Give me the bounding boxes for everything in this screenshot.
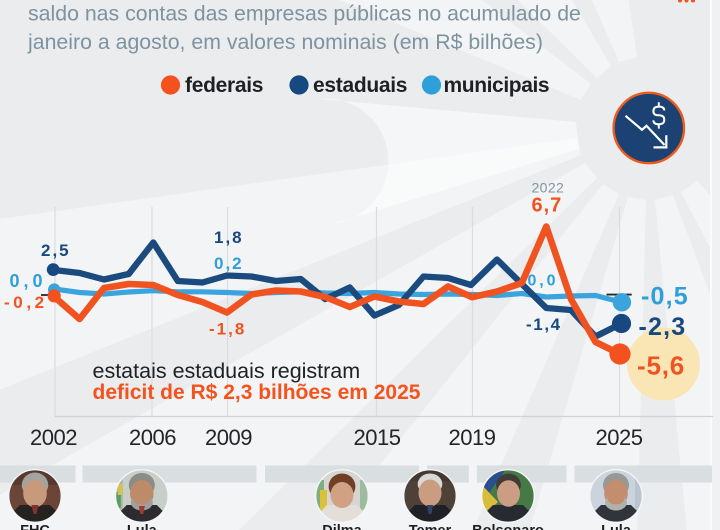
svg-text:0,0: 0,0 [528,273,559,290]
svg-text:-2,3: -2,3 [639,313,687,341]
svg-text:-1,8: -1,8 [209,320,246,339]
svg-text:-1,4: -1,4 [526,315,562,334]
svg-text:2006: 2006 [129,425,176,450]
svg-text:Temer: Temer [409,523,452,530]
svg-text:6,7: 6,7 [532,195,563,217]
svg-text:Dilma: Dilma [322,523,362,530]
svg-text:2015: 2015 [354,425,401,450]
svg-text:Lula: Lula [601,523,632,530]
svg-text:federais: federais [185,74,263,97]
svg-text:FHC: FHC [20,523,50,530]
svg-text:2019: 2019 [449,425,496,450]
svg-text:estatais estaduais registram: estatais estaduais registram [93,359,361,383]
svg-text:deficit de R$ 2,3 bilhões em 2: deficit de R$ 2,3 bilhões em 2025 [93,381,421,404]
svg-text:0,0: 0,0 [10,271,47,291]
svg-text:-5,6: -5,6 [637,351,685,381]
svg-text:0,2: 0,2 [214,254,244,273]
svg-text:2002: 2002 [30,425,77,450]
svg-text:-0,5: -0,5 [641,283,689,311]
svg-text:-0,2: -0,2 [4,293,48,312]
svg-text:2,5: 2,5 [41,241,71,260]
svg-text:estaduais: estaduais [313,74,407,97]
svg-text:saldo nas contas das empresas: saldo nas contas das empresas públicas n… [28,2,581,26]
svg-text:2022: 2022 [532,180,565,196]
svg-text:municipais: municipais [444,74,550,97]
svg-text:2025: 2025 [596,425,643,450]
svg-text:Lula: Lula [127,523,158,530]
svg-text:janeiro a agosto, em valores n: janeiro a agosto, em valores nominais (e… [27,30,543,54]
svg-text:2009: 2009 [205,425,252,450]
svg-text:Bolsonaro: Bolsonaro [472,523,544,530]
svg-text:1,8: 1,8 [214,228,244,247]
